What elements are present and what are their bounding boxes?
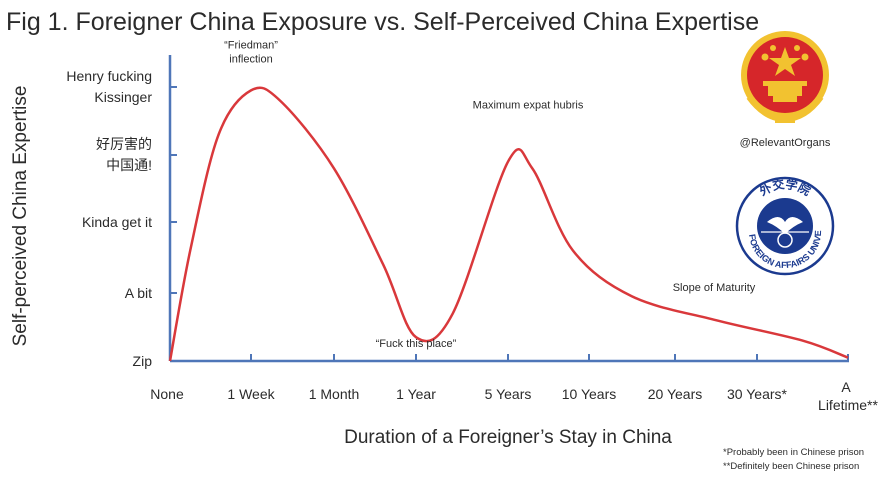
y-axis-label: Self-perceived China Expertise [10,86,31,347]
x-tick-label: 1 Week [227,386,275,402]
x-tick-label: A Lifetime** [818,379,878,413]
x-tick-label: 5 Years [485,386,532,402]
series-line [168,86,849,362]
x-tick-label: 1 Month [309,386,360,402]
annotation-label: “Friedman” inflection [224,39,278,65]
y-tick-label: Henry fucking Kissinger [66,68,152,105]
x-tick-label: 20 Years [648,386,703,402]
annotation-label: Maximum expat hubris [473,100,584,112]
annotation-label: “Fuck this place” [376,338,457,350]
y-tick-label: Kinda get it [82,214,152,230]
credit-handle: @RelevantOrgans [740,137,831,149]
y-ticks: Zip A bit Kinda get it 好厉害的中国通! Henry fuckin… [66,68,177,369]
x-ticks: None 1 Week 1 Month 1 Year 5 Years 10 Years 20… [150,354,879,413]
national-emblem-icon [741,31,829,123]
x-tick-label: 1 Year [396,386,436,402]
x-tick-label: 10 Years [562,386,617,402]
annotations: “Friedman” inflection Maximum expat hubris… [224,39,756,350]
y-tick-label: A bit [125,285,152,301]
y-tick-label: 好厉害的中国通! [96,136,152,173]
x-axis-label: Duration of a Foreigner’s Stay in China [344,427,672,448]
x-tick-label: 30 Years* [727,386,787,402]
university-seal-icon: CHINA FOREIGN AFFAIRS UNIVERSITY 外交学院 [735,176,835,276]
x-tick-label: None [150,386,184,402]
annotation-label: Slope of Maturity [673,282,756,294]
chart-title: Fig 1. Foreigner China Exposure vs. Self… [6,8,759,36]
axes [168,55,849,363]
y-tick-label: Zip [133,353,153,369]
footnote-1: *Probably been in Chinese prison [723,447,864,458]
footnote-2: **Definitely been Chinese prison [723,461,859,472]
